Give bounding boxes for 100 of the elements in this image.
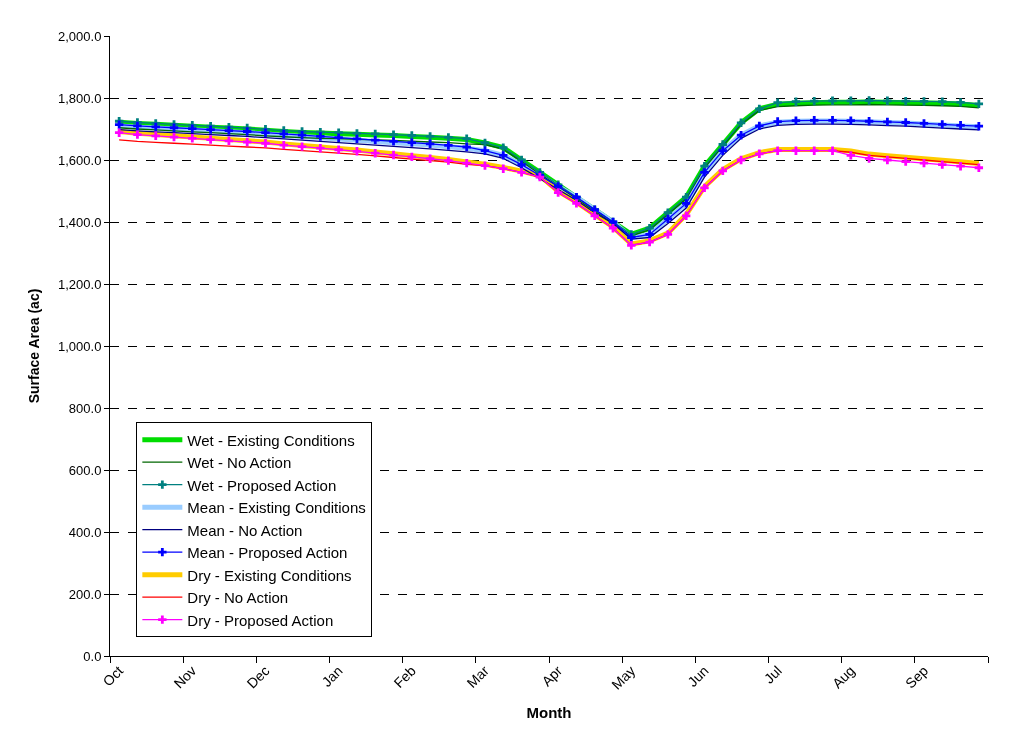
point xyxy=(810,96,819,106)
point xyxy=(297,142,307,151)
point xyxy=(645,230,654,239)
legend-label: Wet - No Action xyxy=(187,454,292,471)
point xyxy=(151,122,160,132)
point xyxy=(334,145,343,154)
x-axis-title: Month xyxy=(526,703,572,721)
y-tick-label: 1,600.0 xyxy=(58,152,102,168)
point xyxy=(700,168,709,177)
point xyxy=(773,117,782,126)
point xyxy=(938,97,947,106)
point xyxy=(407,138,417,147)
point xyxy=(389,137,398,146)
point xyxy=(261,139,270,148)
point xyxy=(773,146,782,155)
legend-label: Dry - No Action xyxy=(187,589,289,606)
legend-label: Mean - Existing Conditions xyxy=(187,499,366,516)
point xyxy=(444,156,453,165)
point xyxy=(480,161,490,170)
point xyxy=(645,237,654,247)
point xyxy=(681,199,691,208)
x-tick-label: Feb xyxy=(390,662,420,691)
point xyxy=(864,96,874,105)
point xyxy=(755,149,764,158)
y-tick-label: 800.0 xyxy=(68,400,102,416)
x-tick-label: Dec xyxy=(243,662,273,692)
point xyxy=(974,99,984,109)
point xyxy=(444,141,453,150)
y-tick-label: 1,800.0 xyxy=(58,90,102,106)
x-tick-label: Nov xyxy=(170,662,200,692)
point xyxy=(517,168,526,177)
point xyxy=(425,132,435,141)
point xyxy=(846,96,856,105)
x-tick-label: May xyxy=(608,662,639,693)
point xyxy=(572,199,581,208)
point xyxy=(700,183,709,193)
y-tick-label: 600.0 xyxy=(68,462,102,478)
x-tick-label: Mar xyxy=(463,662,493,691)
point xyxy=(974,163,984,172)
x-tick-label: Jul xyxy=(760,662,785,687)
y-tick-label: 1,200.0 xyxy=(58,276,102,292)
point xyxy=(901,118,910,127)
point xyxy=(828,116,837,125)
legend-label: Dry - Existing Conditions xyxy=(187,566,352,584)
point xyxy=(791,116,801,125)
legend-label: Wet - Existing Conditions xyxy=(187,431,355,449)
point xyxy=(206,135,215,144)
point xyxy=(316,144,325,153)
point xyxy=(919,119,929,128)
point xyxy=(956,121,965,130)
point xyxy=(462,158,471,168)
legend-label: Dry - Proposed Action xyxy=(187,611,334,629)
x-tick-label: Jan xyxy=(318,662,346,690)
point xyxy=(499,164,508,173)
point xyxy=(883,117,892,127)
point xyxy=(242,127,252,136)
point xyxy=(224,126,234,135)
point xyxy=(956,162,965,171)
point xyxy=(883,155,892,165)
point xyxy=(188,134,197,143)
y-tick-label: 400.0 xyxy=(68,524,102,540)
x-tick-label: Oct xyxy=(99,662,127,690)
point xyxy=(956,98,965,107)
point xyxy=(627,241,636,250)
point xyxy=(773,98,782,107)
point xyxy=(901,157,910,166)
point xyxy=(499,151,508,160)
x-tick-label: Apr xyxy=(538,662,566,690)
point xyxy=(590,211,599,220)
point xyxy=(718,166,727,176)
y-axis-title: Surface Area (ac) xyxy=(25,288,42,404)
point xyxy=(371,135,380,145)
point xyxy=(663,230,673,239)
point xyxy=(133,130,142,139)
point xyxy=(810,146,819,155)
legend-label: Mean - No Action xyxy=(187,521,303,539)
point xyxy=(371,148,380,158)
point xyxy=(919,97,929,106)
point xyxy=(334,133,343,142)
legend-label: Wet - Proposed Action xyxy=(187,476,337,494)
point xyxy=(974,122,984,131)
y-tick-label: 1,400.0 xyxy=(58,214,102,230)
point xyxy=(864,154,874,163)
point xyxy=(389,150,398,160)
point xyxy=(279,140,288,150)
y-tick-label: 0.0 xyxy=(83,648,102,664)
x-tick-label: Sep xyxy=(902,662,932,692)
point xyxy=(718,146,727,155)
point xyxy=(681,211,691,220)
point xyxy=(444,133,453,142)
x-tick-label: Aug xyxy=(828,662,858,692)
point xyxy=(553,188,563,197)
y-tick-label: 2,000.0 xyxy=(58,28,102,44)
point xyxy=(846,116,856,125)
y-tick-label: 1,000.0 xyxy=(58,338,102,354)
point xyxy=(151,131,160,141)
point xyxy=(425,139,435,149)
point xyxy=(846,151,856,160)
point xyxy=(901,96,910,106)
legend-label: Mean - Proposed Action xyxy=(187,544,348,561)
